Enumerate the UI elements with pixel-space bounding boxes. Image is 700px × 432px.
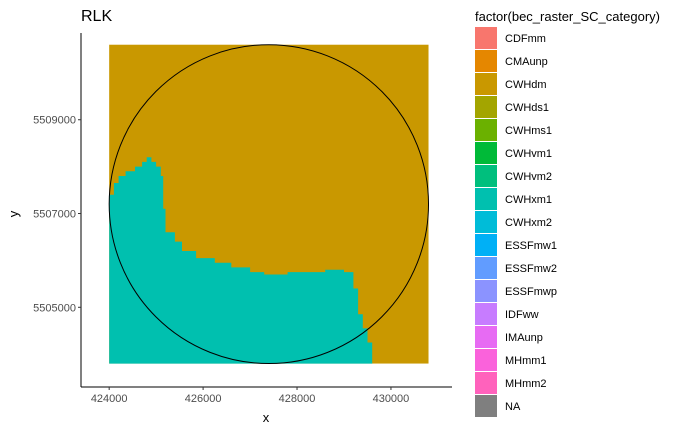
x-tick-label: 428000 (279, 393, 316, 405)
legend-item: NA (475, 395, 521, 417)
legend-swatch (475, 372, 497, 394)
legend-item: CMAunp (475, 50, 548, 72)
legend-swatch (475, 165, 497, 187)
legend-item: ESSFmwp (475, 280, 557, 302)
legend-item: CDFmm (475, 27, 546, 49)
legend-item: CWHxm1 (475, 188, 552, 210)
legend-item: MHmm1 (475, 349, 547, 371)
legend-swatch (475, 211, 497, 233)
legend: CDFmm CMAunp CWHdm CWHds1 CWHms1 CWHvm1 CWHvm2… (475, 27, 557, 417)
legend-swatch (475, 280, 497, 302)
legend-swatch (475, 50, 497, 72)
legend-label: CWHxm1 (505, 194, 552, 206)
legend-label: MHmm2 (505, 378, 547, 390)
legend-label: CWHvm2 (505, 171, 552, 183)
legend-label: ESSFmw2 (505, 263, 557, 275)
legend-item: IMAunp (475, 326, 543, 348)
legend-label: IDFww (505, 309, 539, 321)
legend-swatch (475, 73, 497, 95)
plot-title: RLK (81, 8, 112, 25)
legend-label: ESSFmwp (505, 286, 557, 298)
legend-label: CWHms1 (505, 125, 552, 137)
buffer-circle (108, 44, 430, 365)
y-tick-label: 5507000 (33, 209, 76, 221)
legend-label: MHmm1 (505, 355, 547, 367)
y-tick-label: 5505000 (33, 302, 76, 314)
circle-layer (108, 44, 430, 365)
legend-item: ESSFmw2 (475, 257, 557, 279)
legend-swatch (475, 303, 497, 325)
legend-label: CMAunp (505, 56, 548, 68)
legend-swatch (475, 326, 497, 348)
legend-label: ESSFmw1 (505, 240, 557, 252)
legend-item: IDFww (475, 303, 539, 325)
y-tick-label: 5509000 (33, 115, 76, 127)
legend-swatch (475, 27, 497, 49)
legend-label: CDFmm (505, 33, 546, 45)
y-axis-title: y (6, 210, 21, 217)
axes: 424000 426000 428000 430000 5505000 5507000 55… (33, 33, 452, 405)
legend-label: CWHds1 (505, 102, 549, 114)
x-tick-label: 430000 (373, 393, 410, 405)
legend-item: CWHms1 (475, 119, 552, 141)
legend-item: CWHvm1 (475, 142, 552, 164)
legend-item: MHmm2 (475, 372, 547, 394)
legend-swatch (475, 119, 497, 141)
legend-item: CWHds1 (475, 96, 549, 118)
legend-label: IMAunp (505, 332, 543, 344)
x-tick-label: 424000 (91, 393, 128, 405)
legend-label: CWHdm (505, 79, 547, 91)
legend-item: CWHxm2 (475, 211, 552, 233)
legend-swatch (475, 96, 497, 118)
x-tick-label: 426000 (185, 393, 222, 405)
legend-swatch (475, 234, 497, 256)
raster-layer (109, 44, 429, 364)
legend-swatch (475, 142, 497, 164)
x-axis-title: x (263, 410, 270, 425)
raster-region-cells (109, 157, 373, 364)
legend-swatch (475, 395, 497, 417)
legend-swatch (475, 188, 497, 210)
legend-item: CWHdm (475, 73, 547, 95)
legend-item: CWHvm2 (475, 165, 552, 187)
legend-title: factor(bec_raster_SC_category) (475, 9, 660, 24)
legend-label: NA (505, 401, 521, 413)
legend-swatch (475, 349, 497, 371)
legend-label: CWHvm1 (505, 148, 552, 160)
legend-label: CWHxm2 (505, 217, 552, 229)
legend-item: ESSFmw1 (475, 234, 557, 256)
legend-swatch (475, 257, 497, 279)
